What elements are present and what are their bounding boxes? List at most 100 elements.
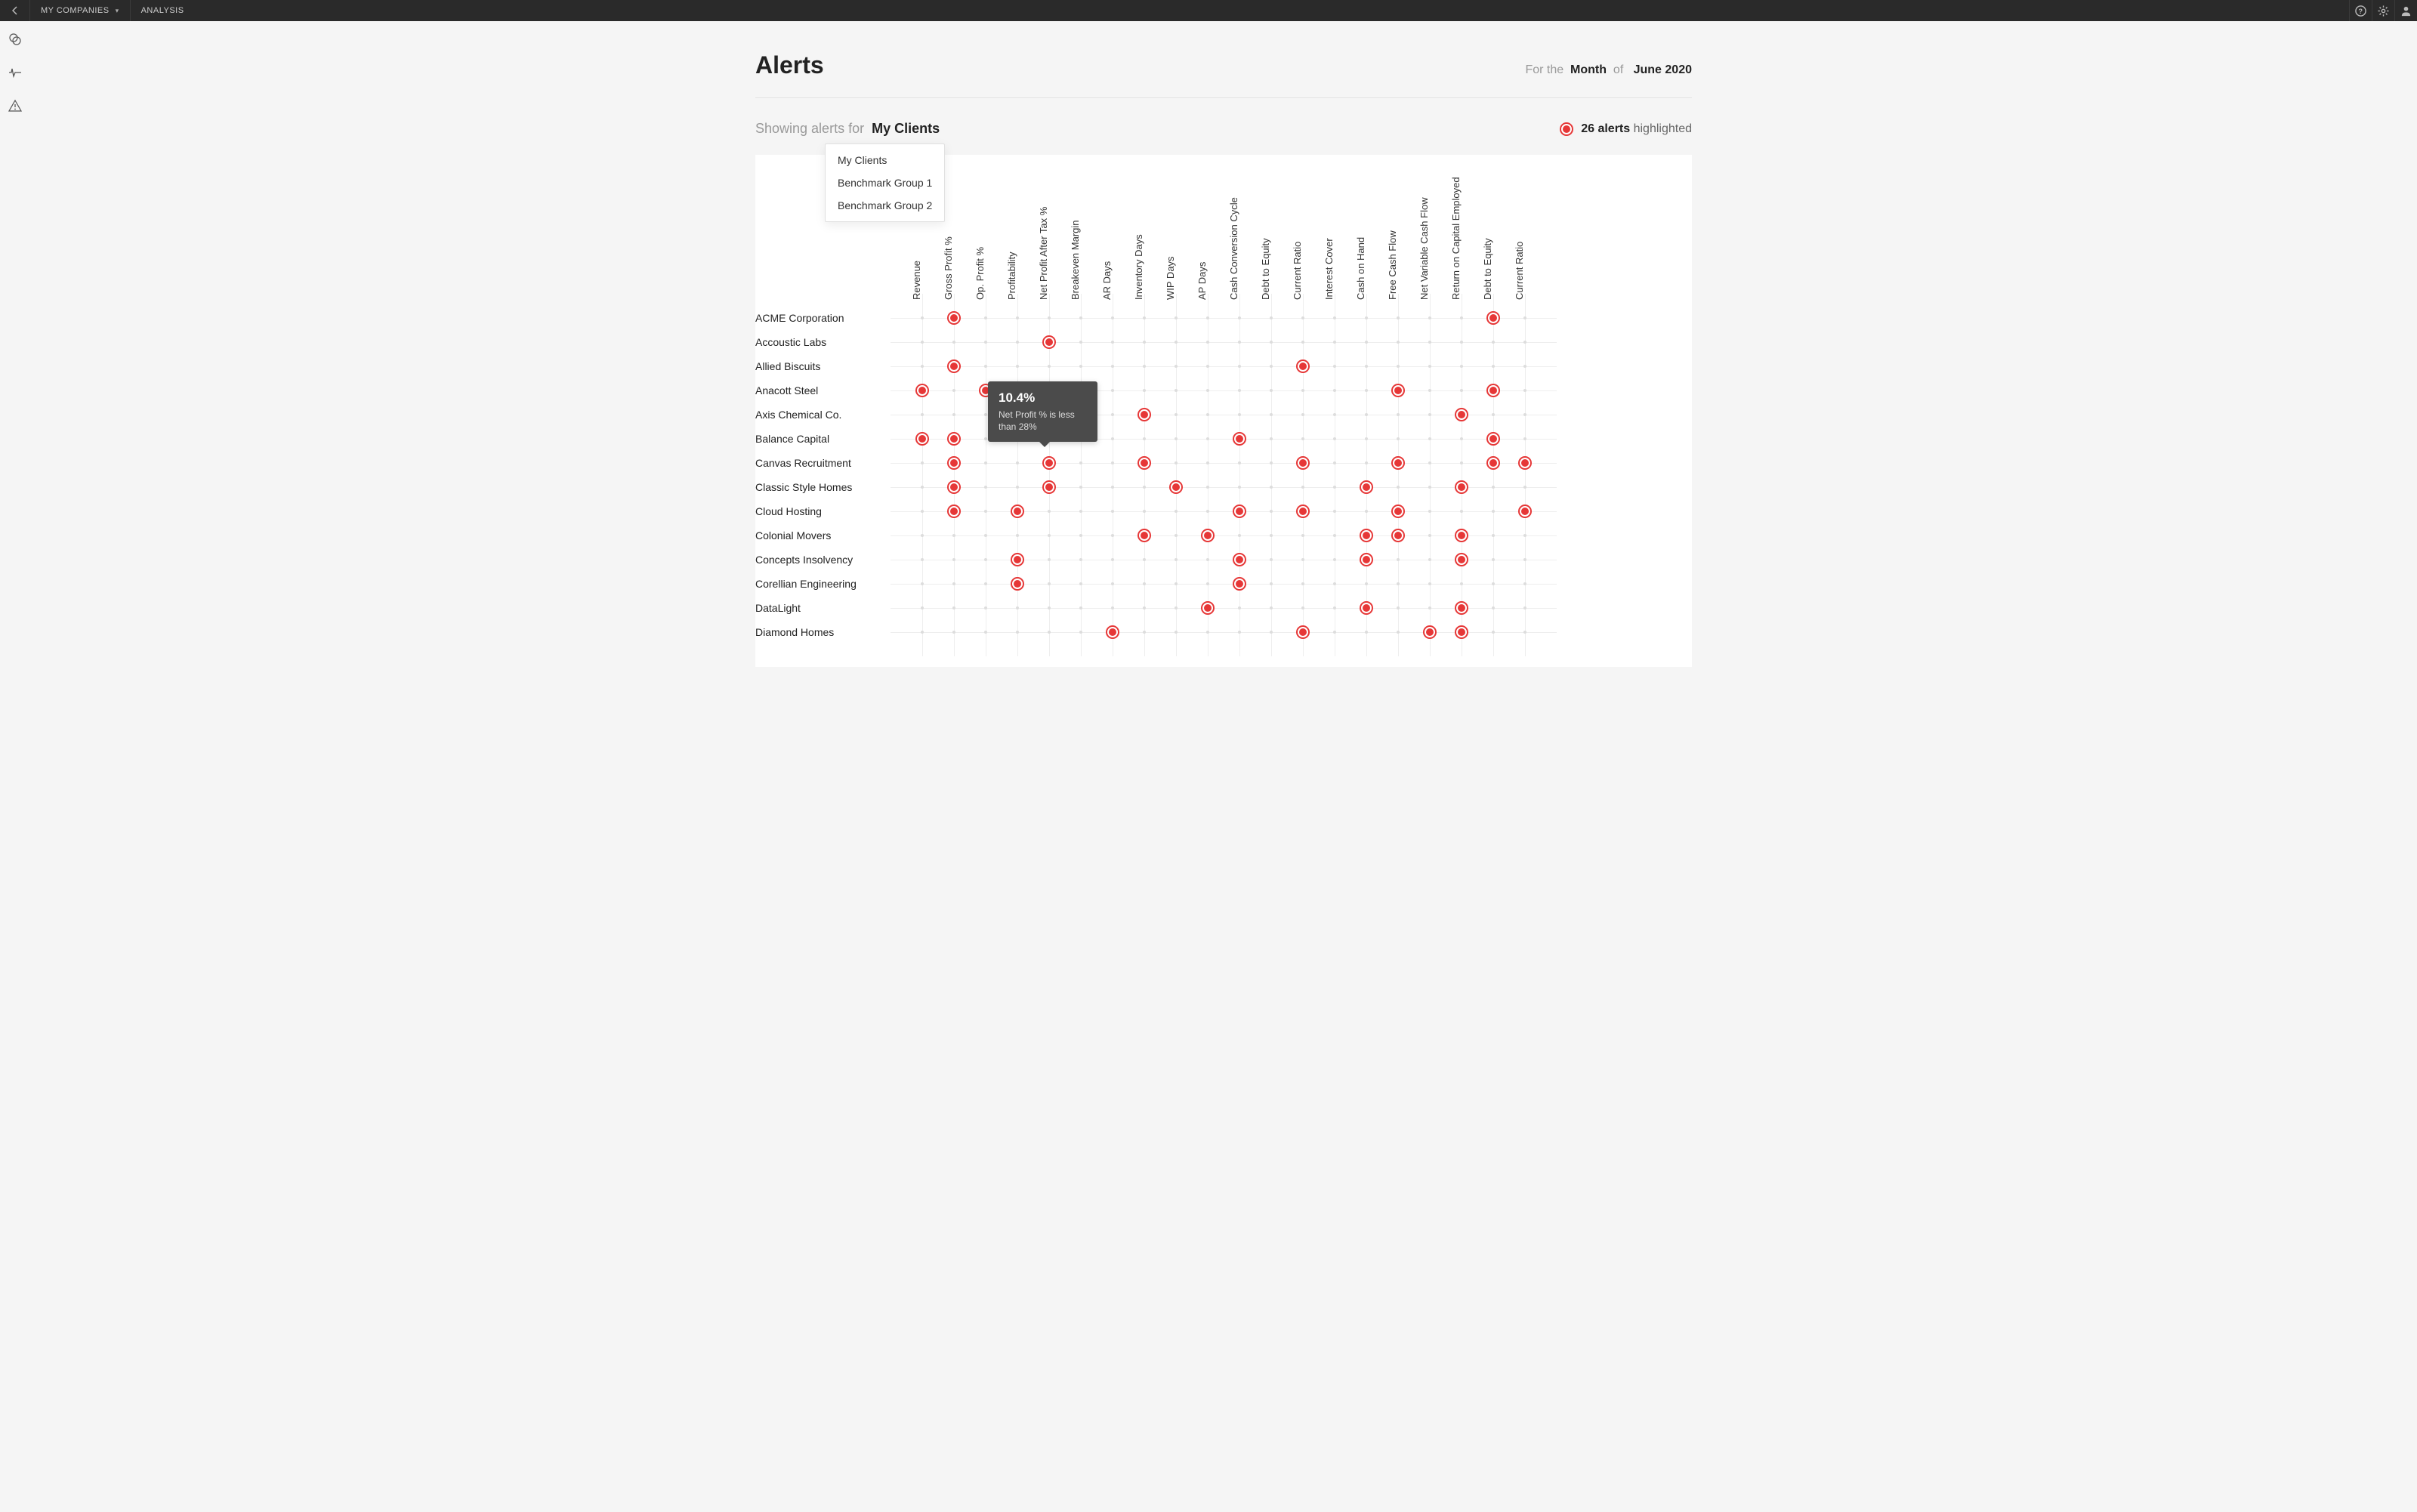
alert-dot[interactable] (1233, 577, 1246, 591)
row-label[interactable]: Classic Style Homes (755, 475, 906, 499)
alert-dot[interactable] (1360, 601, 1373, 615)
column-header[interactable]: Current Ratio (1509, 155, 1541, 306)
filter-option[interactable]: Benchmark Group 2 (826, 194, 944, 217)
rail-alert-icon[interactable] (8, 98, 23, 113)
alert-dot[interactable] (1518, 505, 1532, 518)
alert-dot[interactable] (1296, 505, 1310, 518)
row-label[interactable]: Corellian Engineering (755, 572, 906, 596)
column-header[interactable]: Breakeven Margin (1065, 155, 1097, 306)
alert-dot[interactable] (1455, 529, 1468, 542)
row-label[interactable]: Cloud Hosting (755, 499, 906, 523)
back-button[interactable] (0, 0, 30, 21)
alert-dot[interactable] (947, 311, 961, 325)
period-selector[interactable]: For the Month of June 2020 (1525, 63, 1692, 77)
column-header[interactable]: Free Cash Flow (1382, 155, 1414, 306)
breadcrumb-my-companies[interactable]: MY COMPANIES ▾ (30, 0, 131, 21)
alert-dot[interactable] (1360, 480, 1373, 494)
alert-dot[interactable] (1138, 408, 1151, 421)
column-header[interactable]: Debt to Equity (1255, 155, 1287, 306)
row-label[interactable]: Diamond Homes (755, 620, 906, 644)
row-label[interactable]: Accoustic Labs (755, 330, 906, 354)
row-label[interactable]: Allied Biscuits (755, 354, 906, 378)
column-header[interactable]: Net Variable Cash Flow (1414, 155, 1446, 306)
column-header[interactable]: Cash on Hand (1350, 155, 1382, 306)
rail-pulse-icon[interactable] (8, 65, 23, 80)
alert-dot[interactable] (1233, 553, 1246, 566)
row-label[interactable]: Anacott Steel (755, 378, 906, 403)
alert-dot[interactable] (1360, 553, 1373, 566)
alert-dot[interactable] (947, 432, 961, 446)
user-button[interactable] (2394, 0, 2417, 21)
column-header[interactable]: Profitability (1002, 155, 1033, 306)
alert-dot[interactable] (1296, 456, 1310, 470)
row-label[interactable]: DataLight (755, 596, 906, 620)
alert-dot[interactable] (1042, 480, 1056, 494)
column-header[interactable]: Cash Conversion Cycle (1224, 155, 1255, 306)
alert-dot[interactable] (1391, 529, 1405, 542)
alert-dot[interactable] (1106, 625, 1119, 639)
alert-dot[interactable] (1455, 625, 1468, 639)
empty-dot (921, 365, 924, 368)
alert-dot[interactable] (1486, 456, 1500, 470)
column-header[interactable]: AR Days (1097, 155, 1128, 306)
column-header[interactable]: Op. Profit % (970, 155, 1002, 306)
alert-dot[interactable] (947, 480, 961, 494)
alert-dot[interactable] (1138, 456, 1151, 470)
alert-dot[interactable] (1455, 601, 1468, 615)
alert-dot[interactable] (1011, 577, 1024, 591)
column-header[interactable]: Interest Cover (1319, 155, 1350, 306)
empty-dot (921, 413, 924, 416)
row-label[interactable]: ACME Corporation (755, 306, 906, 330)
alert-dot[interactable] (1455, 408, 1468, 421)
alert-dot[interactable] (1455, 553, 1468, 566)
alert-dot[interactable] (1455, 480, 1468, 494)
alert-dot[interactable] (1201, 601, 1215, 615)
alert-dot[interactable] (979, 384, 992, 397)
column-header[interactable]: Inventory Days (1128, 155, 1160, 306)
alert-dot[interactable] (947, 456, 961, 470)
filter-selector[interactable]: Showing alerts for My Clients (755, 121, 940, 137)
alert-dot[interactable] (947, 505, 961, 518)
alert-dot[interactable] (1391, 384, 1405, 397)
alert-dot[interactable] (1201, 529, 1215, 542)
alert-dot[interactable] (1042, 456, 1056, 470)
alert-dot[interactable] (1486, 432, 1500, 446)
tab-analysis[interactable]: ANALYSIS (131, 0, 195, 21)
filter-option[interactable]: Benchmark Group 1 (826, 171, 944, 194)
row-label[interactable]: Colonial Movers (755, 523, 906, 548)
alert-dot[interactable] (915, 432, 929, 446)
alert-dot[interactable] (1296, 625, 1310, 639)
column-header[interactable]: Debt to Equity (1477, 155, 1509, 306)
row-label[interactable]: Axis Chemical Co. (755, 403, 906, 427)
alert-dot[interactable] (1486, 384, 1500, 397)
alert-dot[interactable] (1423, 625, 1437, 639)
column-header[interactable]: Net Profit After Tax % (1033, 155, 1065, 306)
alert-dot[interactable] (1138, 529, 1151, 542)
column-header[interactable]: Return on Capital Employed (1446, 155, 1477, 306)
settings-button[interactable] (2372, 0, 2394, 21)
row-label[interactable]: Balance Capital (755, 427, 906, 451)
alert-dot[interactable] (1011, 505, 1024, 518)
filter-option[interactable]: My Clients (826, 149, 944, 171)
column-header[interactable]: WIP Days (1160, 155, 1192, 306)
alert-dot[interactable] (1360, 529, 1373, 542)
alert-dot[interactable] (1011, 553, 1024, 566)
alert-dot[interactable] (1169, 480, 1183, 494)
rail-link-icon[interactable] (8, 32, 23, 47)
alert-dot[interactable] (915, 384, 929, 397)
alert-dot[interactable] (1518, 456, 1532, 470)
alert-dot[interactable] (1486, 311, 1500, 325)
column-header[interactable]: Current Ratio (1287, 155, 1319, 306)
alert-dot[interactable] (1391, 456, 1405, 470)
alert-dot[interactable] (1042, 335, 1056, 349)
row-label[interactable]: Concepts Insolvency (755, 548, 906, 572)
column-header[interactable]: AP Days (1192, 155, 1224, 306)
main-scroll[interactable]: Alerts For the Month of June 2020 Showin… (30, 21, 2417, 1512)
row-label[interactable]: Canvas Recruitment (755, 451, 906, 475)
alert-dot[interactable] (1233, 505, 1246, 518)
alert-dot[interactable] (947, 359, 961, 373)
help-button[interactable]: ? (2349, 0, 2372, 21)
alert-dot[interactable] (1296, 359, 1310, 373)
alert-dot[interactable] (1233, 432, 1246, 446)
alert-dot[interactable] (1391, 505, 1405, 518)
